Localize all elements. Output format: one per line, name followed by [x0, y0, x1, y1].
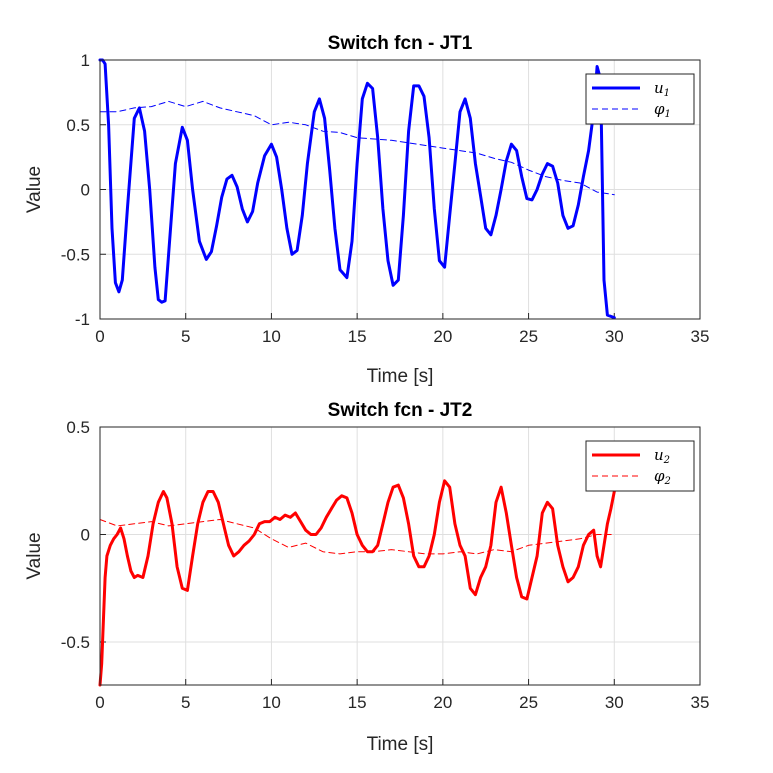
y-tick-label: 0.5 — [66, 418, 90, 437]
x-axis-label-jt2: Time [s] — [367, 734, 434, 755]
x-tick-label: 35 — [691, 693, 710, 712]
chart-title-jt2: Switch fcn - JT2 — [328, 400, 473, 421]
plot-frame-jt1 — [99, 59, 701, 320]
legend-label-phi2: φ2 — [654, 467, 671, 487]
y-tick-label: -1 — [75, 310, 90, 329]
chart-jt1: 0 5 10 15 20 25 30 35 1 0.5 0 -0.5 -1 Switch fcn - … — [24, 33, 709, 387]
x-tick-label: 5 — [181, 327, 190, 346]
x-tick-label: 5 — [181, 693, 190, 712]
y-tick-label: 0 — [81, 526, 90, 545]
x-tick-label: 30 — [605, 693, 624, 712]
y-tick-label: -0.5 — [61, 633, 90, 652]
series-line-phi1 — [99, 100, 615, 196]
series-line-phi2 — [99, 519, 615, 555]
chart-jt2: 0 5 10 15 20 25 30 35 0.5 0 -0.5 Switch fcn - JT2… — [24, 400, 709, 755]
legend-box-jt1 — [585, 73, 695, 125]
y-axis-label-jt1: Value — [24, 166, 45, 213]
legend-label-u1: u1 — [654, 79, 670, 99]
x-tick-label: 25 — [519, 693, 538, 712]
y-tick-label: -0.5 — [61, 245, 90, 264]
series-jt1 — [98, 58, 616, 320]
y-tick-label: 0.5 — [66, 116, 90, 135]
x-tick-label: 35 — [691, 327, 710, 346]
x-tick-label: 0 — [95, 693, 104, 712]
legend-box-jt2 — [585, 440, 695, 492]
x-tick-labels-jt1: 0 5 10 15 20 25 30 35 — [95, 327, 709, 346]
y-tick-labels-jt1: 1 0.5 0 -0.5 -1 — [61, 51, 90, 329]
x-tick-label: 30 — [605, 327, 624, 346]
x-axis-label-jt1: Time [s] — [367, 366, 434, 387]
series-jt2 — [98, 479, 616, 687]
legend-label-phi1: φ1 — [654, 100, 671, 120]
x-tick-label: 25 — [519, 327, 538, 346]
plot-frame-jt2 — [99, 426, 701, 686]
series-line-u1 — [98, 58, 616, 320]
y-tick-label: 1 — [81, 51, 90, 70]
x-tick-labels-jt2: 0 5 10 15 20 25 30 35 — [95, 693, 709, 712]
y-tick-labels-jt2: 0.5 0 -0.5 — [61, 418, 90, 652]
x-tick-label: 10 — [262, 693, 281, 712]
legend-jt1: u1 φ1 — [585, 73, 695, 125]
y-tick-label: 0 — [81, 181, 90, 200]
x-tick-label: 0 — [95, 327, 104, 346]
chart-title-jt1: Switch fcn - JT1 — [328, 33, 473, 54]
x-tick-label: 15 — [348, 327, 367, 346]
legend-jt2: u2 φ2 — [585, 440, 695, 492]
x-tick-label: 15 — [348, 693, 367, 712]
y-axis-label-jt2: Value — [24, 532, 45, 579]
legend-label-u2: u2 — [654, 446, 670, 466]
x-tick-label: 20 — [433, 327, 452, 346]
x-tick-label: 20 — [433, 693, 452, 712]
x-tick-label: 10 — [262, 327, 281, 346]
series-line-u2 — [98, 479, 616, 687]
